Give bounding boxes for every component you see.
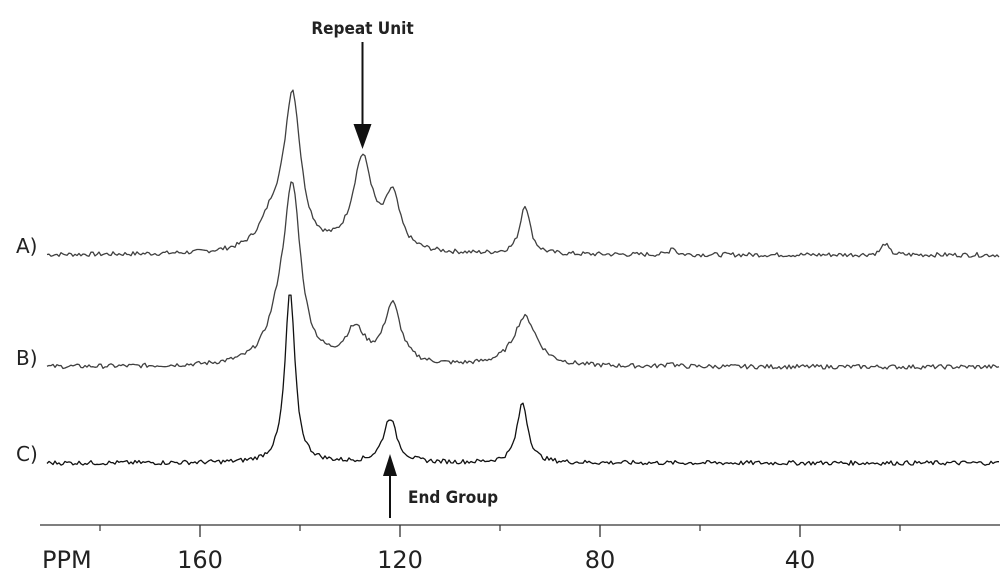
annotations: Repeat Unit End Group (311, 19, 498, 518)
series-label-a: A) (16, 234, 37, 258)
tick-label: 160 (177, 546, 223, 574)
spectrum-b (46, 181, 1000, 370)
tick-label: 120 (377, 546, 423, 574)
annotation-text: End Group (408, 488, 498, 508)
tick-label: 40 (785, 546, 816, 574)
tick-label: 80 (585, 546, 616, 574)
annotation-text: Repeat Unit (311, 19, 413, 39)
x-axis: PPM 160 120 80 40 (40, 524, 1000, 574)
spectrum-a (46, 89, 1000, 258)
x-axis-label: PPM (42, 546, 92, 574)
spectrum-c (46, 294, 999, 466)
series-labels: A) B) C) (16, 234, 38, 466)
end-group-annotation: End Group (383, 454, 498, 518)
annotation-arrowhead (383, 454, 397, 476)
spectra-group (46, 89, 1000, 466)
series-label-b: B) (16, 346, 38, 370)
series-label-c: C) (16, 442, 38, 466)
annotation-arrowhead (353, 124, 372, 149)
repeat-unit-annotation: Repeat Unit (311, 19, 414, 149)
